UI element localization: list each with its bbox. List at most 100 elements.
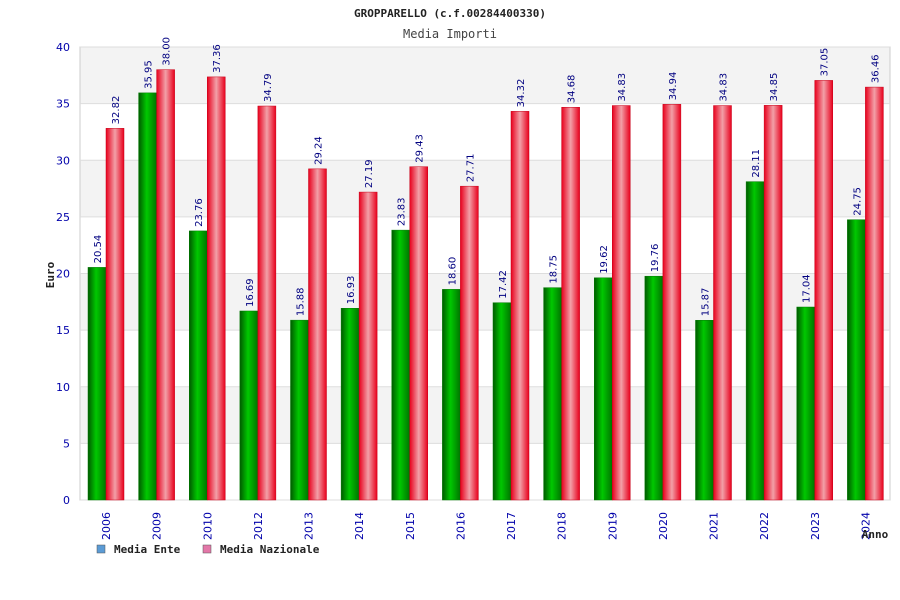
bar-media-ente-2015 <box>391 229 410 501</box>
bar-media-ente-2010 <box>189 230 208 501</box>
x-tick-label: 2019 <box>606 512 619 540</box>
data-label-media-ente-2012: 16.69 <box>245 278 256 307</box>
data-label-media-ente-2022: 28.11 <box>751 149 762 178</box>
data-label-media-ente-2017: 17.42 <box>498 270 509 299</box>
data-label-media-nazionale-2016: 27.71 <box>465 154 476 183</box>
x-tick-label: 2020 <box>657 512 670 540</box>
data-label-media-nazionale-2021: 34.83 <box>719 73 730 102</box>
y-tick-label: 0 <box>63 494 70 507</box>
y-axis-label: Euro <box>44 261 57 288</box>
bar-media-nazionale-2017 <box>510 111 530 501</box>
data-label-media-nazionale-2022: 34.85 <box>769 73 780 102</box>
bar-media-ente-2021 <box>695 320 714 501</box>
data-label-media-nazionale-2018: 34.68 <box>567 75 578 104</box>
data-label-media-ente-2021: 15.87 <box>701 288 712 317</box>
data-label-media-ente-2019: 19.62 <box>599 245 610 274</box>
x-tick-label: 2017 <box>505 512 518 540</box>
legend: Media Ente Media Nazionale <box>96 543 320 556</box>
bar-media-ente-2020 <box>644 275 664 501</box>
bar-media-nazionale-2018 <box>561 106 580 501</box>
data-label-media-nazionale-2019: 34.83 <box>617 73 628 102</box>
data-label-media-nazionale-2024: 36.46 <box>870 54 881 83</box>
data-label-media-ente-2024: 24.75 <box>852 187 863 216</box>
y-tick-label: 35 <box>56 98 70 111</box>
y-tick-label: 20 <box>56 268 70 281</box>
data-label-media-ente-2015: 23.83 <box>397 197 408 226</box>
x-axis: 2006 2009 2010 2012 2013 2014 2015 2016 2017 2018… <box>100 512 872 540</box>
data-label-media-ente-2014: 16.93 <box>346 276 357 305</box>
bar-media-ente-2012 <box>239 310 259 501</box>
legend-label-media-ente: Media Ente <box>114 543 181 556</box>
data-label-media-ente-2009: 35.95 <box>144 60 155 89</box>
data-label-media-ente-2023: 17.04 <box>802 274 813 303</box>
x-tick-label: 2022 <box>758 512 771 540</box>
data-label-media-nazionale-2017: 34.32 <box>516 79 527 108</box>
data-label-media-nazionale-2015: 29.43 <box>415 134 426 163</box>
data-label-media-nazionale-2009: 38.00 <box>162 37 173 66</box>
data-label-media-nazionale-2013: 29.24 <box>314 136 325 165</box>
bar-media-ente-2009 <box>138 92 157 501</box>
x-tick-label: 2009 <box>151 512 164 540</box>
y-tick-label: 15 <box>56 324 70 337</box>
data-label-media-ente-2013: 15.88 <box>296 288 307 317</box>
bar-media-nazionale-2021 <box>713 105 732 501</box>
bar-media-ente-2023 <box>796 306 815 501</box>
bar-media-ente-2006 <box>87 267 107 501</box>
data-label-media-nazionale-2010: 37.36 <box>212 44 223 73</box>
y-axis: 0 5 10 15 20 25 30 35 40 <box>56 41 70 507</box>
data-label-media-nazionale-2006: 32.82 <box>111 96 122 125</box>
legend-swatch-media-nazionale <box>202 544 212 554</box>
bar-media-nazionale-2024 <box>865 86 884 501</box>
x-tick-label: 2016 <box>454 512 467 540</box>
bar-media-nazionale-2006 <box>105 128 125 501</box>
chart-title: GROPPARELLO (c.f.00284400330) <box>354 7 546 20</box>
bar-media-nazionale-2016 <box>460 185 479 501</box>
data-label-media-ente-2006: 20.54 <box>93 235 104 264</box>
y-tick-label: 40 <box>56 41 70 54</box>
bar-media-ente-2019 <box>594 277 613 501</box>
data-label-media-ente-2010: 23.76 <box>194 198 205 227</box>
x-tick-label: 2014 <box>353 512 366 540</box>
data-label-media-ente-2016: 18.60 <box>447 257 458 286</box>
bars: 20.54 32.82 35.95 38.00 23.76 37.36 16.69 34.79… <box>87 37 884 501</box>
bar-media-nazionale-2015 <box>409 166 428 501</box>
bar-media-nazionale-2009 <box>156 69 175 501</box>
data-label-media-ente-2018: 18.75 <box>549 255 560 284</box>
y-tick-label: 25 <box>56 211 70 224</box>
bar-media-nazionale-2019 <box>612 105 631 501</box>
x-axis-label: Anno <box>862 528 889 541</box>
legend-label-media-nazionale: Media Nazionale <box>220 543 320 556</box>
bar-media-ente-2018 <box>543 287 562 501</box>
x-tick-label: 2023 <box>809 512 822 540</box>
bar-media-nazionale-2010 <box>207 76 226 501</box>
legend-swatch-media-ente <box>96 544 106 554</box>
bar-media-nazionale-2023 <box>814 80 833 501</box>
data-label-media-ente-2020: 19.76 <box>650 244 661 273</box>
bar-media-ente-2013 <box>290 319 309 501</box>
data-label-media-nazionale-2023: 37.05 <box>820 48 831 77</box>
bar-media-ente-2022 <box>745 181 765 501</box>
y-tick-label: 10 <box>56 381 70 394</box>
bar-media-nazionale-2012 <box>257 105 277 501</box>
x-tick-label: 2018 <box>556 512 569 540</box>
chart-subtitle: Media Importi <box>403 27 497 41</box>
x-tick-label: 2015 <box>404 512 417 540</box>
bar-media-ente-2017 <box>492 302 512 501</box>
bar-media-ente-2024 <box>847 219 866 501</box>
x-tick-label: 2012 <box>252 512 265 540</box>
x-tick-label: 2024 <box>859 512 872 540</box>
y-tick-label: 30 <box>56 154 70 167</box>
bar-media-nazionale-2022 <box>763 105 783 501</box>
data-label-media-nazionale-2014: 27.19 <box>364 159 375 188</box>
x-tick-label: 2021 <box>708 512 721 540</box>
bar-media-nazionale-2020 <box>662 104 682 501</box>
x-tick-label: 2013 <box>303 512 316 540</box>
y-tick-label: 5 <box>63 437 70 450</box>
data-label-media-nazionale-2012: 34.79 <box>263 73 274 102</box>
x-tick-label: 2006 <box>100 512 113 540</box>
bar-media-ente-2014 <box>340 308 360 501</box>
bar-media-ente-2016 <box>442 289 461 501</box>
bar-media-nazionale-2013 <box>308 168 327 501</box>
x-tick-label: 2010 <box>201 512 214 540</box>
